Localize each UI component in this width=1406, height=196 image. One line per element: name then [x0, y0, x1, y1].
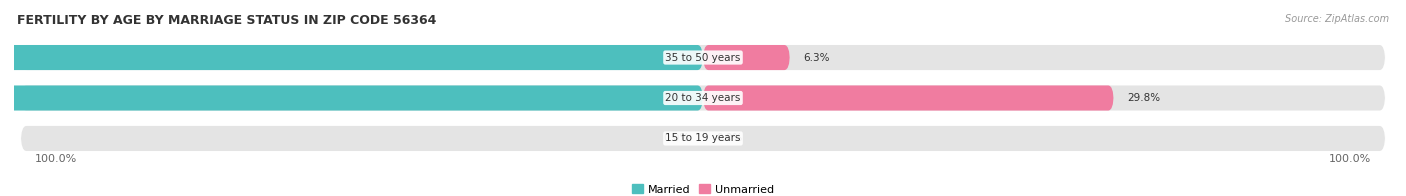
- FancyBboxPatch shape: [0, 45, 703, 70]
- Text: 100.0%: 100.0%: [35, 154, 77, 164]
- FancyBboxPatch shape: [21, 126, 1385, 151]
- Legend: Married, Unmarried: Married, Unmarried: [627, 180, 779, 196]
- Text: 20 to 34 years: 20 to 34 years: [665, 93, 741, 103]
- Text: 0.0%: 0.0%: [717, 133, 742, 143]
- Text: 0.0%: 0.0%: [664, 133, 689, 143]
- Text: 15 to 19 years: 15 to 19 years: [665, 133, 741, 143]
- Text: 100.0%: 100.0%: [1329, 154, 1371, 164]
- Text: FERTILITY BY AGE BY MARRIAGE STATUS IN ZIP CODE 56364: FERTILITY BY AGE BY MARRIAGE STATUS IN Z…: [17, 14, 436, 27]
- Text: Source: ZipAtlas.com: Source: ZipAtlas.com: [1285, 14, 1389, 24]
- FancyBboxPatch shape: [21, 85, 1385, 111]
- Text: 6.3%: 6.3%: [804, 53, 830, 63]
- Text: 29.8%: 29.8%: [1128, 93, 1160, 103]
- FancyBboxPatch shape: [703, 85, 1114, 111]
- FancyBboxPatch shape: [703, 45, 790, 70]
- FancyBboxPatch shape: [0, 85, 703, 111]
- Text: 35 to 50 years: 35 to 50 years: [665, 53, 741, 63]
- FancyBboxPatch shape: [21, 45, 1385, 70]
